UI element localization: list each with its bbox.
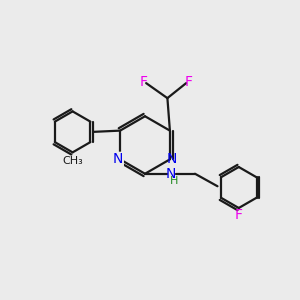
Text: N: N — [113, 152, 123, 167]
Text: N: N — [167, 152, 177, 167]
Text: F: F — [235, 208, 243, 222]
Text: H: H — [170, 176, 178, 186]
Text: F: F — [184, 75, 193, 89]
Text: F: F — [140, 75, 148, 89]
Text: CH₃: CH₃ — [62, 156, 83, 166]
Text: N: N — [166, 167, 176, 181]
